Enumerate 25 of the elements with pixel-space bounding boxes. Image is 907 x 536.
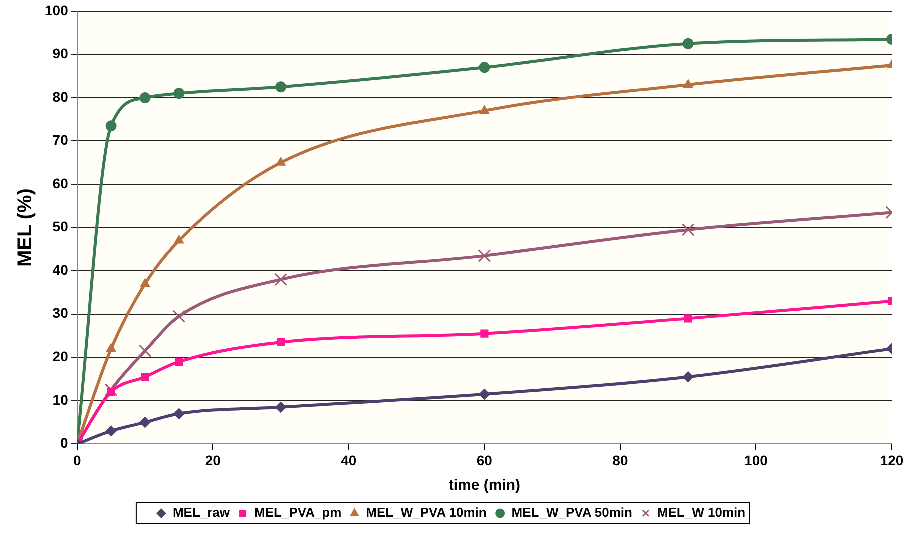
legend-label: MEL_W_PVA 50min — [512, 505, 633, 520]
x-tick-label: 60 — [476, 452, 493, 468]
y-tick-label: 100 — [45, 2, 69, 18]
y-tick-label: 40 — [52, 262, 69, 278]
y-tick-label: 0 — [60, 435, 69, 452]
x-axis-title: time (min) — [448, 477, 521, 494]
x-tick-label: 20 — [205, 452, 222, 468]
y-tick-label: 90 — [52, 46, 69, 62]
legend-label: MEL_W 10min — [657, 505, 746, 520]
y-tick-label: 70 — [52, 132, 69, 148]
y-tick-label: 10 — [52, 392, 69, 408]
x-tick-label: 120 — [880, 452, 904, 468]
y-tick-label: 80 — [52, 88, 69, 105]
y-axis-title: MEL (%) — [14, 188, 37, 268]
y-tick-label: 50 — [52, 218, 69, 235]
legend-label: MEL_W_PVA 10min — [366, 505, 487, 520]
y-tick-label: 60 — [52, 175, 69, 192]
legend-label: MEL_PVA_pm — [254, 505, 342, 520]
legend-label: MEL_raw — [172, 505, 231, 520]
x-tick-label: 40 — [341, 452, 357, 468]
x-tick-label: 80 — [612, 452, 628, 468]
y-tick-label: 20 — [52, 348, 69, 364]
y-tick-label: 30 — [52, 305, 69, 322]
x-tick-label: 0 — [73, 452, 82, 468]
x-tick-label: 100 — [744, 452, 768, 468]
